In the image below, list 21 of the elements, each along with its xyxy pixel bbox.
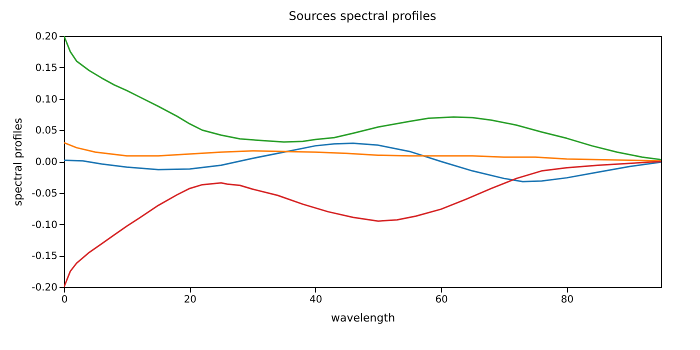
y-tick-label: -0.20 (32, 282, 58, 294)
x-tick-label: 20 (184, 294, 197, 306)
line-series (64, 160, 661, 287)
line-series (64, 142, 661, 162)
y-tick-label: -0.10 (32, 220, 58, 231)
y-tick-label: 0.15 (35, 62, 58, 74)
y-tick-label: 0.00 (35, 157, 58, 168)
line-series (64, 142, 661, 182)
x-tick-label: 0 (61, 294, 68, 306)
y-tick-label: 0.05 (35, 126, 58, 137)
y-tick-label: 0.20 (35, 32, 58, 42)
y-tick-label: 0.10 (35, 94, 58, 106)
y-axis-title: spectral profiles (12, 118, 25, 206)
y-tick-label: -0.05 (32, 188, 58, 200)
chart-title: Sources spectral profiles (288, 9, 436, 23)
line-series (64, 36, 661, 160)
x-tick-label: 60 (435, 294, 448, 306)
x-axis-title: wavelength (330, 312, 396, 324)
y-tick-label: -0.15 (32, 251, 58, 262)
x-tick-label: 40 (310, 294, 322, 306)
x-tick-label: 80 (560, 294, 574, 306)
